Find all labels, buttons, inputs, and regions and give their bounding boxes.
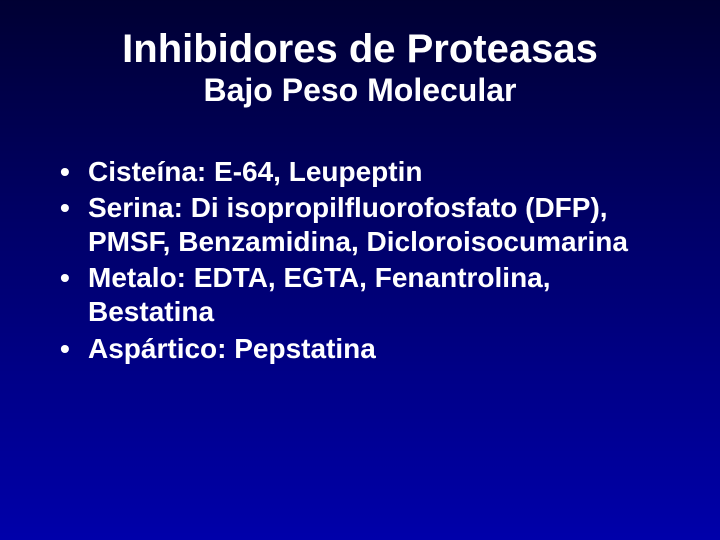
- slide-title: Inhibidores de Proteasas Bajo Peso Molec…: [60, 26, 660, 109]
- bullet-item: Cisteína: E-64, Leupeptin: [60, 155, 660, 189]
- bullet-item: Metalo: EDTA, EGTA, Fenantrolina, Bestat…: [60, 261, 660, 329]
- title-line-2: Bajo Peso Molecular: [60, 72, 660, 109]
- bullet-item: Aspártico: Pepstatina: [60, 332, 660, 366]
- bullet-text: Metalo: EDTA, EGTA, Fenantrolina, Bestat…: [88, 262, 551, 327]
- slide-container: Inhibidores de Proteasas Bajo Peso Molec…: [0, 0, 720, 540]
- bullet-text: Aspártico: Pepstatina: [88, 333, 376, 364]
- bullet-item: Serina: Di isopropilfluorofosfato (DFP),…: [60, 191, 660, 259]
- title-line-1: Inhibidores de Proteasas: [60, 26, 660, 72]
- bullet-text: Cisteína: E-64, Leupeptin: [88, 156, 423, 187]
- bullet-text: Serina: Di isopropilfluorofosfato (DFP),…: [88, 192, 628, 257]
- bullet-list: Cisteína: E-64, Leupeptin Serina: Di iso…: [60, 155, 660, 366]
